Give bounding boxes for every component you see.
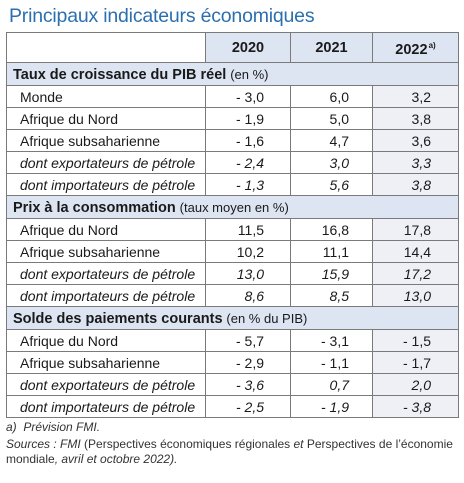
cell-2020: - 5,7 <box>205 329 291 352</box>
cell-2021: - 1,1 <box>290 351 373 374</box>
table-row: dont importateurs de pétrole - 2,5- 1,9- … <box>6 395 459 418</box>
row-label: Afrique subsaharienne <box>6 240 206 263</box>
cell-2021: 6,0 <box>290 85 373 108</box>
table-row: dont exportateurs de pétrole - 2,4 3,0 3,3 <box>6 151 459 174</box>
cell-2022: - 3,8 <box>372 395 459 418</box>
cell-2020: - 2,5 <box>205 395 291 418</box>
table-row: dont exportateurs de pétrole - 3,6 0,7 2,0 <box>6 373 459 396</box>
section-header: Solde des paiements courants (en % du PI… <box>6 306 459 330</box>
section-title: Taux de croissance du PIB réel <box>13 66 227 83</box>
cell-2022: 17,8 <box>372 218 459 241</box>
cell-2021: - 1,9 <box>290 395 373 418</box>
row-label: Afrique subsaharienne <box>6 351 206 374</box>
cell-2020: - 1,9 <box>205 107 291 130</box>
row-label: dont importateurs de pétrole <box>6 284 206 307</box>
cell-2021: 15,9 <box>290 262 373 285</box>
sources-and: et <box>290 436 307 451</box>
cell-2020: - 1,6 <box>205 129 291 152</box>
table-row: Monde - 3,0 6,0 3,2 <box>6 85 459 108</box>
row-label: dont exportateurs de pétrole <box>6 151 206 174</box>
header-corner <box>6 32 206 63</box>
section-title: Prix à la consommation <box>13 199 176 216</box>
table-row: dont exportateurs de pétrole 13,0 15,9 17,2 <box>6 262 459 285</box>
cell-2021: 4,7 <box>290 129 373 152</box>
cell-2022: 3,3 <box>372 151 459 174</box>
row-label: Afrique du Nord <box>6 329 206 352</box>
cell-2020: - 2,4 <box>205 151 291 174</box>
footnote-a: a) Prévision FMI. <box>6 420 458 436</box>
cell-2020: 13,0 <box>205 262 291 285</box>
cell-2021: 3,0 <box>290 151 373 174</box>
table-row: Afrique du Nord 11,5 16,8 17,8 <box>6 218 459 241</box>
row-label: dont exportateurs de pétrole <box>6 262 206 285</box>
cell-2022: 3,2 <box>372 85 459 108</box>
section-header-row: Taux de croissance du PIB réel (en %) <box>6 62 459 86</box>
cell-2022: 14,4 <box>372 240 459 263</box>
cell-2020: - 2,9 <box>205 351 291 374</box>
table-row: dont importateurs de pétrole - 1,3 5,6 3,8 <box>6 173 459 196</box>
footnote-a-marker: a) <box>6 420 17 434</box>
table-row: Afrique subsaharienne - 1,6 4,7 3,6 <box>6 129 459 152</box>
row-label: Afrique du Nord <box>6 107 206 130</box>
table-row: Afrique du Nord - 5,7- 3,1- 1,5 <box>6 329 459 352</box>
row-label: Monde <box>6 85 206 108</box>
cell-2021: 11,1 <box>290 240 373 263</box>
section-header: Prix à la consommation (taux moyen en %) <box>6 195 459 219</box>
cell-2022: - 1,7 <box>372 351 459 374</box>
cell-2020: 8,6 <box>205 284 291 307</box>
cell-2022: - 1,5 <box>372 329 459 352</box>
row-label: dont importateurs de pétrole <box>6 395 206 418</box>
footnotes: a) Prévision FMI. Sources : FMI (Perspec… <box>6 420 458 468</box>
section-unit: (en % du PIB) <box>226 310 308 326</box>
sources-prefix: Sources : <box>6 436 61 451</box>
cell-2020: - 1,3 <box>205 173 291 196</box>
row-label: dont exportateurs de pétrole <box>6 373 206 396</box>
sources-pub2: Perspectives de l’économie mondiale <box>6 436 453 467</box>
header-2022: 2022a) <box>372 32 459 63</box>
cell-2020: 10,2 <box>205 240 291 263</box>
sources-org: FMI <box>60 436 81 451</box>
cell-2022: 3,8 <box>372 107 459 130</box>
cell-2021: 0,7 <box>290 373 373 396</box>
row-label: Afrique du Nord <box>6 218 206 241</box>
header-2022-year: 2022 <box>395 41 428 58</box>
table-row: dont importateurs de pétrole 8,6 8,5 13,0 <box>6 284 459 307</box>
header-2022-note: a) <box>428 40 436 50</box>
indicators-table: 2020 2021 2022a) Taux de croissance du P… <box>6 32 459 418</box>
row-label: Afrique subsaharienne <box>6 129 206 152</box>
table-row: Afrique du Nord - 1,9 5,0 3,8 <box>6 107 459 130</box>
section-header: Taux de croissance du PIB réel (en %) <box>6 62 459 86</box>
cell-2022: 3,8 <box>372 173 459 196</box>
cell-2020: - 3,6 <box>205 373 291 396</box>
cell-2021: 5,0 <box>290 107 373 130</box>
cell-2022: 13,0 <box>372 284 459 307</box>
sources-open: ( <box>80 436 89 451</box>
cell-2022: 3,6 <box>372 129 459 152</box>
page-title: Principaux indicateurs économiques <box>9 5 315 27</box>
cell-2020: 11,5 <box>205 218 291 241</box>
sources-pub1: Perspectives économiques régionales <box>88 436 291 451</box>
cell-2021: 5,6 <box>290 173 373 196</box>
section-header-row: Prix à la consommation (taux moyen en %) <box>6 195 459 219</box>
cell-2021: - 3,1 <box>290 329 373 352</box>
row-label: dont importateurs de pétrole <box>6 173 206 196</box>
section-header-row: Solde des paiements courants (en % du PI… <box>6 306 459 330</box>
section-unit: (taux moyen en %) <box>179 199 289 215</box>
section-title: Solde des paiements courants <box>13 310 223 327</box>
footnote-sources: Sources : FMI (Perspectives économiques … <box>6 437 458 468</box>
cell-2021: 16,8 <box>290 218 373 241</box>
cell-2022: 2,0 <box>372 373 459 396</box>
header-row: 2020 2021 2022a) <box>6 32 459 63</box>
sources-tail: , avril et octobre 2022). <box>54 452 178 466</box>
table-row: Afrique subsaharienne - 2,9- 1,1- 1,7 <box>6 351 459 374</box>
cell-2022: 17,2 <box>372 262 459 285</box>
table-row: Afrique subsaharienne 10,2 11,1 14,4 <box>6 240 459 263</box>
header-2020: 2020 <box>205 32 291 63</box>
cell-2021: 8,5 <box>290 284 373 307</box>
footnote-a-text: Prévision FMI. <box>23 420 101 434</box>
header-2021: 2021 <box>290 32 373 63</box>
cell-2020: - 3,0 <box>205 85 291 108</box>
section-unit: (en %) <box>230 66 269 82</box>
